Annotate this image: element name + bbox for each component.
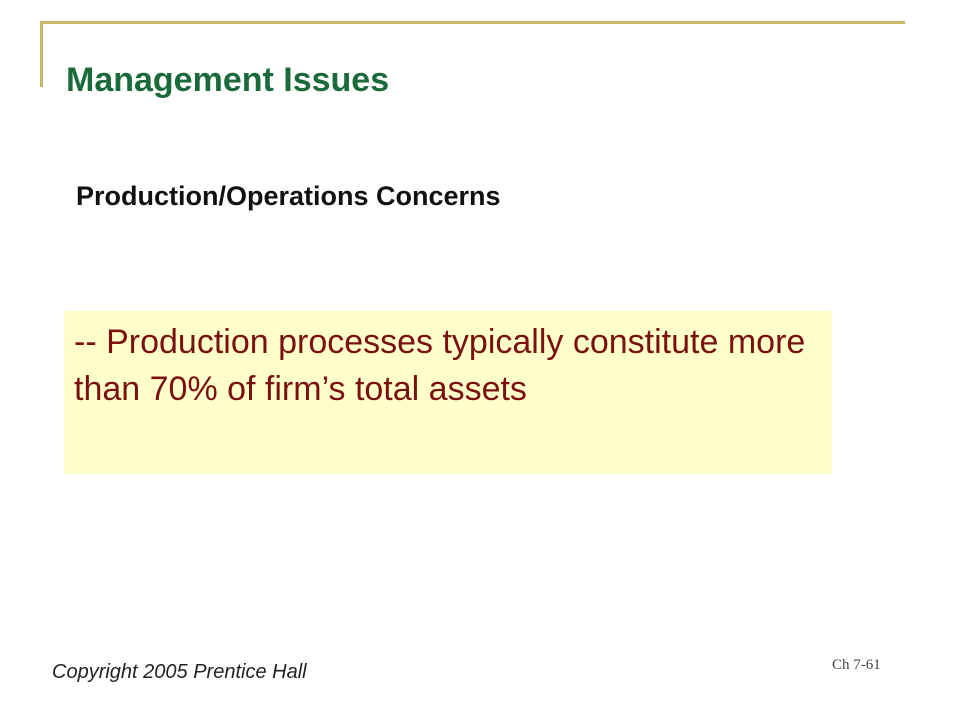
slide-subtitle: Production/Operations Concerns [76,181,501,211]
highlight-callout-box: -- Production processes typically consti… [64,311,832,474]
slide-number: Ch 7-61 [832,657,881,673]
copyright-footer: Copyright 2005 Prentice Hall [52,661,307,683]
slide-title: Management Issues [66,61,390,99]
slide-frame-top-border [40,21,905,24]
callout-text: -- Production processes typically consti… [74,323,806,408]
slide-frame-left-border [40,21,43,87]
